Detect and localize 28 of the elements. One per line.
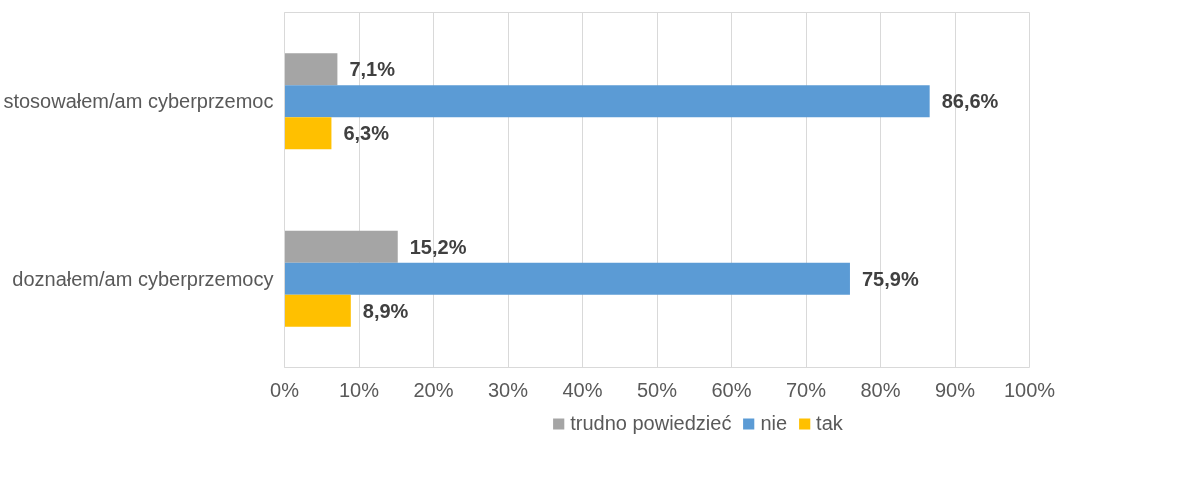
bar (284, 85, 930, 118)
x-tick-label: 30% (487, 378, 529, 401)
x-tick-label: 80% (860, 378, 901, 401)
data-label: 7,1% (349, 58, 396, 81)
x-tick-label: 40% (562, 378, 603, 401)
bar (284, 230, 398, 263)
x-tick-label: 50% (636, 378, 678, 401)
data-label: 8,9% (362, 299, 409, 322)
bar (284, 117, 332, 150)
y-tick-label: stosowałem/am cyberprzemoc (3, 90, 274, 113)
x-tick-label: 60% (711, 378, 752, 401)
x-tick-label: 100% (1003, 378, 1056, 401)
bar (284, 294, 351, 327)
legend-label: nie (760, 411, 788, 435)
x-tick-label: 70% (785, 378, 827, 401)
x-tick-label: 90% (934, 378, 976, 401)
bar (284, 262, 850, 295)
data-label: 15,2% (409, 235, 467, 258)
x-tick-label: 10% (338, 378, 380, 401)
bar (284, 53, 338, 86)
data-label: 86,6% (941, 90, 999, 113)
data-label: 75,9% (861, 267, 919, 290)
x-tick-label: 20% (413, 378, 454, 401)
legend-label: tak (816, 411, 843, 435)
legend-label: trudno powiedzieć (570, 411, 732, 435)
y-tick-label: doznałem/am cyberprzemocy (12, 267, 274, 290)
x-tick-label: 0% (270, 378, 300, 401)
data-label: 6,3% (343, 122, 390, 145)
